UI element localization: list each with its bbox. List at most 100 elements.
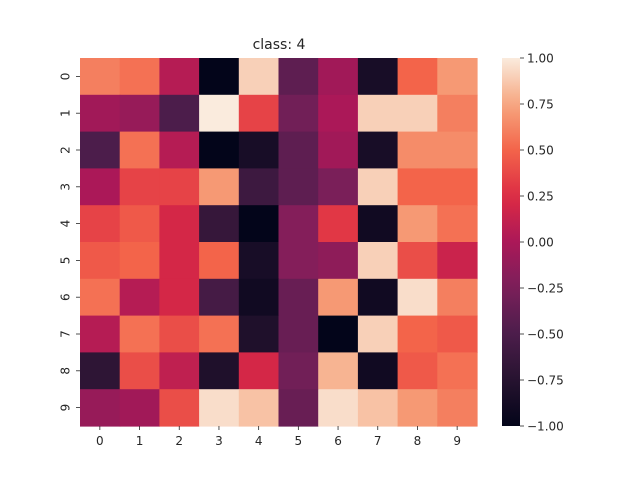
x-tick-label: 3 (215, 434, 223, 448)
colorbar (502, 58, 520, 426)
heatmap-cell (159, 58, 200, 96)
colorbar-tick-label: 0.00 (527, 236, 554, 250)
heatmap-cell (278, 58, 319, 96)
heatmap-cell (437, 278, 478, 317)
heatmap-cell (238, 278, 280, 317)
heatmap-cell (119, 352, 160, 390)
y-tick-label: 3 (59, 183, 73, 191)
heatmap-cell (119, 389, 160, 427)
heatmap-cell (397, 205, 438, 243)
heatmap-cell (199, 242, 240, 280)
heatmap-cell (278, 352, 319, 390)
heatmap-cell (437, 352, 478, 390)
y-tick-label: 9 (59, 404, 73, 412)
y-tick-label: 2 (59, 146, 73, 154)
heatmap-cell (80, 131, 121, 169)
heatmap-cell (119, 278, 160, 317)
colorbar-tick-label: 1.00 (527, 52, 554, 66)
heatmap-cell (397, 58, 438, 96)
heatmap-cell (119, 131, 160, 169)
heatmap-cell (318, 131, 359, 169)
heatmap-cell (238, 131, 280, 169)
heatmap-cell (199, 389, 240, 427)
heatmap-cell (199, 94, 240, 133)
y-tick-label: 5 (59, 257, 73, 265)
heatmap-cell (159, 389, 200, 427)
heatmap-cell (357, 242, 399, 280)
colorbar-tick-label: 0.25 (527, 190, 554, 204)
heatmap-cell (437, 168, 478, 206)
colorbar-tick-label: −1.00 (527, 420, 564, 434)
x-tick-label: 2 (175, 434, 183, 448)
heatmap-cell (159, 278, 200, 317)
heatmap-cell (437, 131, 478, 169)
heatmap-cell (80, 205, 121, 243)
heatmap-cell (238, 168, 280, 206)
heatmap-cell (278, 94, 319, 133)
chart-title: class: 4 (253, 37, 306, 53)
heatmap-cell (80, 58, 121, 96)
x-tick-label: 0 (96, 434, 104, 448)
heatmap-cell (318, 242, 359, 280)
y-tick-label: 8 (59, 367, 73, 375)
heatmap-cell (357, 205, 399, 243)
heatmap-cell (278, 242, 319, 280)
heatmap-cell (80, 315, 121, 353)
heatmap-cell (199, 352, 240, 390)
heatmap-cell (437, 94, 478, 133)
heatmap-cell (357, 168, 399, 206)
x-tick-label: 9 (453, 434, 461, 448)
heatmap-cell (437, 242, 478, 280)
heatmap-cell (357, 58, 399, 96)
heatmap-cell (80, 242, 121, 280)
heatmap-cell (199, 168, 240, 206)
heatmap-cell (238, 315, 280, 353)
heatmap-cell (199, 315, 240, 353)
heatmap-cell (159, 168, 200, 206)
heatmap-cell (357, 352, 399, 390)
colorbar-tick-label: −0.50 (527, 328, 564, 342)
heatmap-cell (199, 131, 240, 169)
heatmap-cell (278, 315, 319, 353)
heatmap-cell (357, 278, 399, 317)
heatmap-cell (238, 389, 280, 427)
heatmap-cell (437, 315, 478, 353)
x-tick-label: 4 (255, 434, 263, 448)
colorbar-ticks: 1.00 0.75 0.50 0.25 0.00 −0.25 −0.50 −0.75 −1.00 (520, 52, 564, 434)
heatmap-cell (80, 168, 121, 206)
heatmap-cell (278, 389, 319, 427)
heatmap-cell (278, 168, 319, 206)
heatmap-cell (437, 389, 478, 427)
y-tick-label: 6 (59, 293, 73, 301)
heatmap-cell (159, 315, 200, 353)
x-tick-label: 7 (374, 434, 382, 448)
heatmap-cell (318, 389, 359, 427)
heatmap-cell (159, 94, 200, 133)
heatmap-cell (80, 278, 121, 317)
heatmap-cell (357, 131, 399, 169)
heatmap-cell (119, 168, 160, 206)
colorbar-gradient (502, 58, 520, 426)
x-tick-label: 5 (295, 434, 303, 448)
heatmap-cell (357, 315, 399, 353)
heatmap-cell (397, 352, 438, 390)
heatmap-cell (159, 242, 200, 280)
y-axis-ticks: 0 1 2 3 4 5 6 7 8 9 (59, 73, 80, 412)
heatmap-cell (199, 58, 240, 96)
x-tick-label: 1 (136, 434, 144, 448)
heatmap-cell (318, 352, 359, 390)
heatmap-cell (199, 278, 240, 317)
heatmap-cell (119, 315, 160, 353)
heatmap-cell (80, 389, 121, 427)
heatmap-cell (238, 94, 280, 133)
heatmap-cell (397, 242, 438, 280)
colorbar-tick-label: 0.75 (527, 98, 554, 112)
heatmap-cell (238, 352, 280, 390)
heatmap-cell (199, 205, 240, 243)
heatmap-cell (318, 278, 359, 317)
heatmap-cell (397, 168, 438, 206)
heatmap-cell (397, 94, 438, 133)
x-tick-label: 8 (414, 434, 422, 448)
heatmap-cell (119, 94, 160, 133)
colorbar-tick-label: 0.50 (527, 144, 554, 158)
